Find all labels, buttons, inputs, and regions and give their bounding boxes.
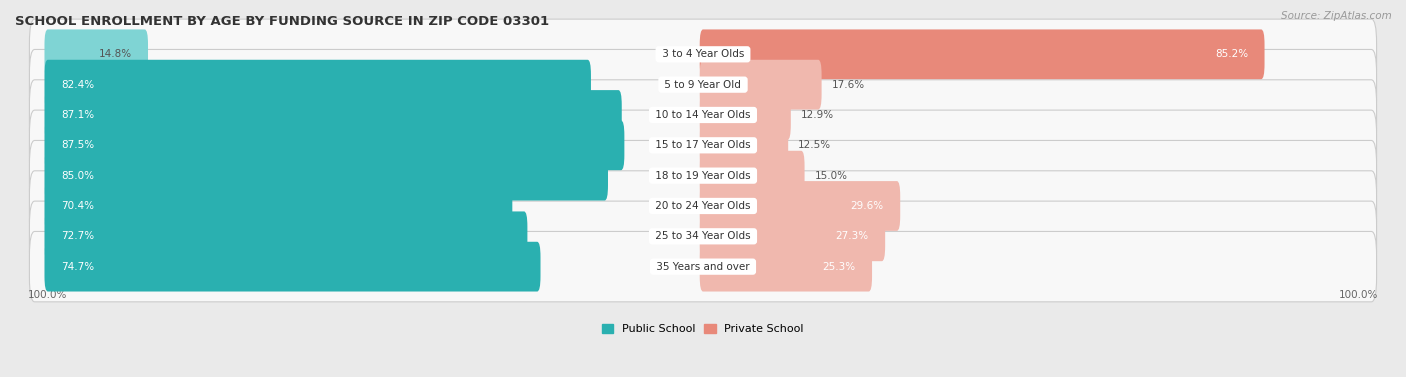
FancyBboxPatch shape	[45, 120, 624, 170]
FancyBboxPatch shape	[45, 211, 527, 261]
FancyBboxPatch shape	[700, 181, 900, 231]
FancyBboxPatch shape	[30, 49, 1376, 120]
Text: 12.9%: 12.9%	[800, 110, 834, 120]
FancyBboxPatch shape	[45, 151, 607, 201]
FancyBboxPatch shape	[45, 90, 621, 140]
Text: 25 to 34 Year Olds: 25 to 34 Year Olds	[652, 231, 754, 241]
Text: 12.5%: 12.5%	[799, 140, 831, 150]
Text: 29.6%: 29.6%	[851, 201, 884, 211]
Text: 10 to 14 Year Olds: 10 to 14 Year Olds	[652, 110, 754, 120]
Text: 85.0%: 85.0%	[60, 171, 94, 181]
Text: Source: ZipAtlas.com: Source: ZipAtlas.com	[1281, 11, 1392, 21]
FancyBboxPatch shape	[45, 60, 591, 109]
FancyBboxPatch shape	[700, 90, 790, 140]
FancyBboxPatch shape	[700, 120, 789, 170]
Text: 14.8%: 14.8%	[98, 49, 132, 59]
FancyBboxPatch shape	[30, 141, 1376, 211]
Text: 20 to 24 Year Olds: 20 to 24 Year Olds	[652, 201, 754, 211]
FancyBboxPatch shape	[30, 201, 1376, 271]
Text: 87.1%: 87.1%	[60, 110, 94, 120]
FancyBboxPatch shape	[45, 181, 512, 231]
FancyBboxPatch shape	[30, 19, 1376, 89]
FancyBboxPatch shape	[30, 110, 1376, 181]
FancyBboxPatch shape	[700, 151, 804, 201]
Text: 15 to 17 Year Olds: 15 to 17 Year Olds	[652, 140, 754, 150]
Text: 5 to 9 Year Old: 5 to 9 Year Old	[661, 80, 745, 90]
Text: 15.0%: 15.0%	[814, 171, 848, 181]
FancyBboxPatch shape	[700, 211, 886, 261]
Text: 85.2%: 85.2%	[1215, 49, 1249, 59]
FancyBboxPatch shape	[30, 80, 1376, 150]
FancyBboxPatch shape	[30, 231, 1376, 302]
Text: 18 to 19 Year Olds: 18 to 19 Year Olds	[652, 171, 754, 181]
Text: 35 Years and over: 35 Years and over	[652, 262, 754, 272]
FancyBboxPatch shape	[700, 60, 821, 109]
Text: 74.7%: 74.7%	[60, 262, 94, 272]
Text: SCHOOL ENROLLMENT BY AGE BY FUNDING SOURCE IN ZIP CODE 03301: SCHOOL ENROLLMENT BY AGE BY FUNDING SOUR…	[15, 15, 550, 28]
FancyBboxPatch shape	[700, 29, 1264, 79]
Text: 72.7%: 72.7%	[60, 231, 94, 241]
Text: 25.3%: 25.3%	[823, 262, 856, 272]
FancyBboxPatch shape	[45, 242, 540, 291]
FancyBboxPatch shape	[700, 242, 872, 291]
FancyBboxPatch shape	[45, 29, 148, 79]
FancyBboxPatch shape	[30, 171, 1376, 241]
Text: 17.6%: 17.6%	[831, 80, 865, 90]
Text: 3 to 4 Year Olds: 3 to 4 Year Olds	[658, 49, 748, 59]
Text: 70.4%: 70.4%	[60, 201, 94, 211]
Text: 27.3%: 27.3%	[835, 231, 869, 241]
Legend: Public School, Private School: Public School, Private School	[602, 323, 804, 334]
Text: 87.5%: 87.5%	[60, 140, 94, 150]
Text: 82.4%: 82.4%	[60, 80, 94, 90]
